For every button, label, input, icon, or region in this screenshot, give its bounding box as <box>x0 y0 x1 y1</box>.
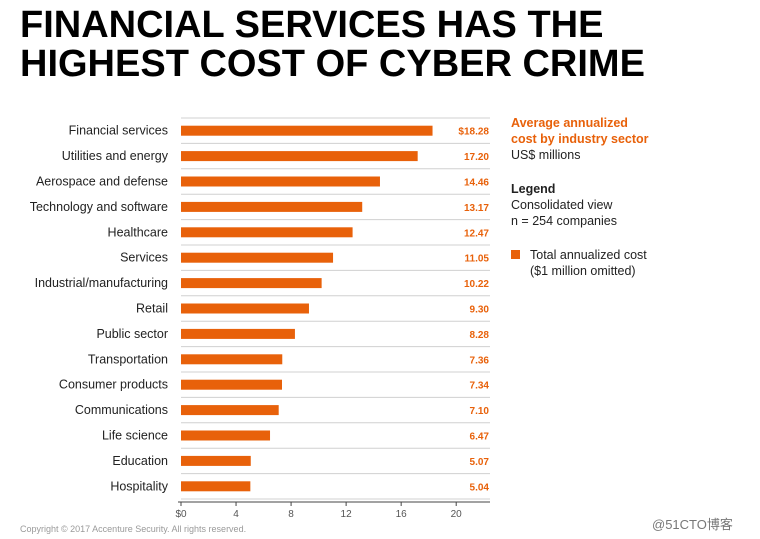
chart-subtitle-line-2: cost by industry sector <box>511 132 649 146</box>
chart-title-line-2: HIGHEST COST OF CYBER CRIME <box>20 43 645 85</box>
category-label: Life science <box>102 429 168 443</box>
bar-2 <box>181 151 418 162</box>
bar-7 <box>181 278 322 289</box>
bar-6 <box>181 252 334 263</box>
category-label: Healthcare <box>108 225 168 239</box>
value-label: 13.17 <box>464 203 489 214</box>
bar-14 <box>181 455 251 466</box>
x-tick-label: 16 <box>396 509 408 520</box>
value-label: 8.28 <box>470 330 490 341</box>
value-label: 7.34 <box>470 381 490 392</box>
category-label: Industrial/manufacturing <box>35 276 168 290</box>
bar-1 <box>181 125 433 136</box>
value-label: 6.47 <box>470 432 490 443</box>
category-label: Education <box>112 454 168 468</box>
x-tick-label: 4 <box>233 509 239 520</box>
value-label: 5.04 <box>470 482 490 493</box>
bar-13 <box>181 430 271 441</box>
legend-item-total-cost: Total annualized cost ($1 million omitte… <box>511 247 741 279</box>
value-label: 17.20 <box>464 152 489 163</box>
category-label: Technology and software <box>30 200 168 214</box>
bar-15 <box>181 481 251 492</box>
legend-item-text: Total annualized cost ($1 million omitte… <box>530 247 647 279</box>
x-tick-label: 8 <box>288 509 294 520</box>
category-label: Utilities and energy <box>62 149 169 163</box>
bar-5 <box>181 227 353 238</box>
value-label: $18.28 <box>458 127 489 138</box>
x-tick-label: 12 <box>341 509 353 520</box>
bar-9 <box>181 328 295 339</box>
value-label: 11.05 <box>465 254 490 265</box>
value-label: 5.07 <box>470 457 490 468</box>
legend-heading: Legend <box>511 182 556 196</box>
watermark-text: @51CTO博客 <box>652 517 733 532</box>
value-label: 10.22 <box>464 279 489 290</box>
chart-subtitle: Average annualized cost by industry sect… <box>511 115 741 147</box>
category-label: Services <box>120 251 168 265</box>
legend-sample-size: n = 254 companies <box>511 214 617 228</box>
chart-title-line-1: FINANCIAL SERVICES HAS THE <box>20 4 604 46</box>
chart-subtitle-line-1: Average annualized <box>511 116 628 130</box>
category-label: Hospitality <box>110 479 168 493</box>
chart-title: FINANCIAL SERVICES HAS THE HIGHEST COST … <box>20 6 645 84</box>
bar-3 <box>181 176 380 187</box>
category-label: Financial services <box>69 124 168 138</box>
x-tick-label: $0 <box>175 509 187 520</box>
legend-item-label-line-2: ($1 million omitted) <box>530 264 636 278</box>
value-label: 12.47 <box>464 228 489 239</box>
value-label: 9.30 <box>470 305 490 316</box>
bar-8 <box>181 303 309 314</box>
copyright-text: Copyright © 2017 Accenture Security. All… <box>20 524 247 534</box>
value-label: 14.46 <box>464 178 489 189</box>
x-tick-label: 20 <box>451 509 463 520</box>
category-label: Communications <box>75 403 168 417</box>
legend-view: Consolidated view <box>511 198 613 212</box>
bar-12 <box>181 405 279 416</box>
legend-swatch <box>511 250 520 259</box>
category-label: Consumer products <box>59 378 168 392</box>
category-label: Retail <box>136 302 168 316</box>
value-label: 7.10 <box>470 406 490 417</box>
bar-10 <box>181 354 283 365</box>
bar-11 <box>181 379 282 390</box>
value-label: 7.36 <box>470 355 490 366</box>
category-label: Transportation <box>88 352 168 366</box>
bar-4 <box>181 201 363 212</box>
side-panel: Average annualized cost by industry sect… <box>511 115 741 279</box>
unit-label: US$ millions <box>511 148 581 162</box>
category-label: Public sector <box>96 327 168 341</box>
legend-item-label-line-1: Total annualized cost <box>530 248 647 262</box>
category-label: Aerospace and defense <box>36 175 168 189</box>
